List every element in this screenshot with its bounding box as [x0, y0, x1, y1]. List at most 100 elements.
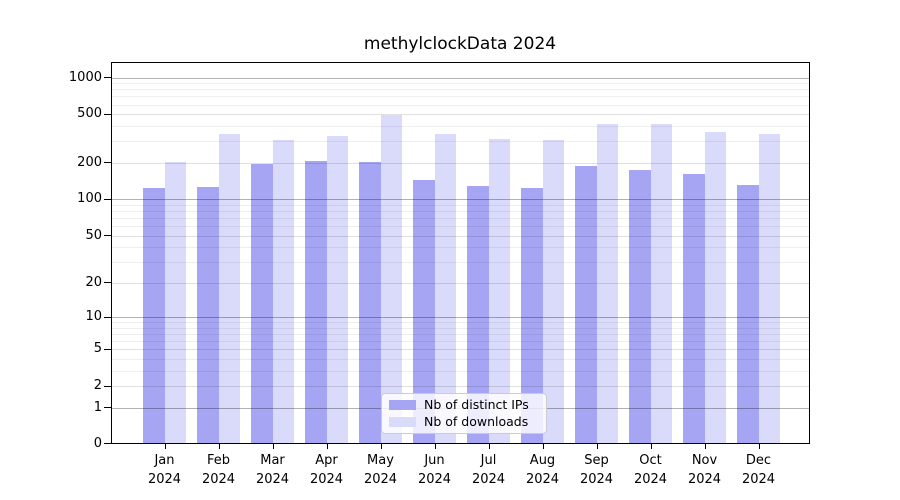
bar-downloads-mar	[272, 139, 294, 443]
chart-title: methylclockData 2024	[363, 34, 557, 54]
gridline-y-1000	[112, 77, 809, 79]
x-tick-label-jul: Jul 2024	[471, 453, 506, 487]
y-tick-0	[104, 443, 111, 444]
x-tick-mar	[272, 444, 274, 449]
gridline-y-90	[112, 204, 809, 206]
x-tick-jan	[164, 444, 166, 449]
x-tick-sep	[596, 444, 598, 449]
gridline-y-700	[112, 96, 809, 98]
gridline-y-200	[112, 162, 809, 164]
legend-label-distinct-ips: Nb of distinct IPs	[424, 397, 529, 413]
plot-area	[111, 62, 810, 444]
gridline-y-40	[112, 247, 809, 249]
bar-downloads-apr	[326, 136, 348, 443]
x-tick-dec	[758, 444, 760, 449]
bar-distinct-ips-jul	[467, 186, 489, 443]
bar-downloads-jan	[164, 161, 186, 443]
gridline-y-400	[112, 126, 809, 128]
bar-downloads-aug	[542, 140, 564, 443]
y-tick-1	[104, 407, 111, 409]
gridline-y-100	[112, 199, 809, 201]
gridline-y-30	[112, 262, 809, 264]
bar-distinct-ips-feb	[197, 186, 219, 443]
gridline-y-3	[112, 370, 809, 372]
y-tick-label-1: 1	[93, 399, 102, 415]
x-tick-aug	[542, 444, 544, 449]
legend-entry-distinct-ips: Nb of distinct IPs	[389, 398, 539, 412]
y-tick-200	[104, 162, 111, 164]
bar-distinct-ips-jan	[143, 188, 165, 443]
y-tick-10	[104, 316, 111, 318]
bar-distinct-ips-aug	[521, 187, 543, 443]
bar-downloads-feb	[218, 133, 240, 443]
gridline-y-60	[112, 226, 809, 228]
gridline-y-7	[112, 334, 809, 336]
x-tick-label-sep: Sep 2024	[579, 453, 614, 487]
gridline-y-50	[112, 235, 809, 237]
bar-distinct-ips-sep	[575, 165, 597, 443]
gridline-y-9	[112, 322, 809, 324]
legend: Nb of distinct IPs Nb of downloads	[381, 393, 547, 434]
bar-downloads-nov	[704, 131, 726, 443]
y-tick-2	[104, 385, 111, 387]
x-tick-label-aug: Aug 2024	[525, 453, 560, 487]
gridline-y-2	[112, 386, 809, 388]
gridline-y-70	[112, 218, 809, 220]
y-tick-label-50: 50	[85, 227, 102, 243]
bar-distinct-ips-oct	[629, 169, 651, 443]
bar-downloads-oct	[650, 124, 672, 443]
gridline-y-900	[112, 83, 809, 85]
gridline-y-500	[112, 114, 809, 116]
y-tick-label-5: 5	[93, 341, 102, 357]
gridline-y-10	[112, 317, 809, 319]
gridline-y-4	[112, 359, 809, 361]
y-tick-500	[104, 113, 111, 115]
y-tick-label-20: 20	[85, 274, 102, 290]
y-tick-20	[104, 282, 111, 284]
bar-downloads-dec	[758, 133, 780, 443]
legend-label-downloads: Nb of downloads	[424, 413, 529, 429]
y-tick-label-1000: 1000	[68, 69, 102, 85]
bar-distinct-ips-mar	[251, 163, 273, 443]
y-tick-1000	[104, 77, 111, 79]
x-tick-may	[380, 444, 382, 449]
y-tick-label-2: 2	[93, 378, 102, 394]
bar-distinct-ips-jun	[413, 179, 435, 443]
bar-downloads-sep	[596, 124, 618, 443]
bar-distinct-ips-apr	[305, 160, 327, 443]
gridline-y-8	[112, 327, 809, 329]
legend-swatch-downloads	[389, 416, 416, 427]
gridline-y-20	[112, 282, 809, 284]
x-tick-label-may: May 2024	[363, 453, 398, 487]
x-tick-label-mar: Mar 2024	[255, 453, 290, 487]
x-tick-feb	[218, 444, 220, 449]
x-tick-label-jan: Jan 2024	[147, 453, 182, 487]
legend-swatch-distinct-ips	[389, 400, 416, 411]
y-tick-label-10: 10	[85, 309, 102, 325]
y-tick-100	[104, 198, 111, 200]
y-tick-label-0: 0	[93, 435, 102, 451]
x-tick-jul	[488, 444, 490, 449]
bar-downloads-jul	[488, 138, 510, 443]
bar-downloads-may	[380, 115, 402, 443]
gridline-y-5	[112, 349, 809, 351]
gridline-y-600	[112, 104, 809, 106]
x-tick-oct	[650, 444, 652, 449]
y-tick-5	[104, 348, 111, 350]
legend-entry-downloads: Nb of downloads	[389, 413, 539, 429]
gridline-y-800	[112, 89, 809, 91]
x-tick-jun	[434, 444, 436, 449]
y-tick-label-200: 200	[77, 154, 102, 170]
bar-distinct-ips-may	[359, 162, 381, 443]
gridline-y-6	[112, 341, 809, 343]
bar-distinct-ips-nov	[683, 174, 705, 443]
gridline-y-300	[112, 141, 809, 143]
x-tick-label-nov: Nov 2024	[687, 453, 722, 487]
x-tick-apr	[326, 444, 328, 449]
bar-distinct-ips-dec	[737, 185, 759, 443]
bar-downloads-jun	[434, 134, 456, 443]
x-tick-label-apr: Apr 2024	[309, 453, 344, 487]
y-tick-50	[104, 235, 111, 237]
x-tick-nov	[704, 444, 706, 449]
